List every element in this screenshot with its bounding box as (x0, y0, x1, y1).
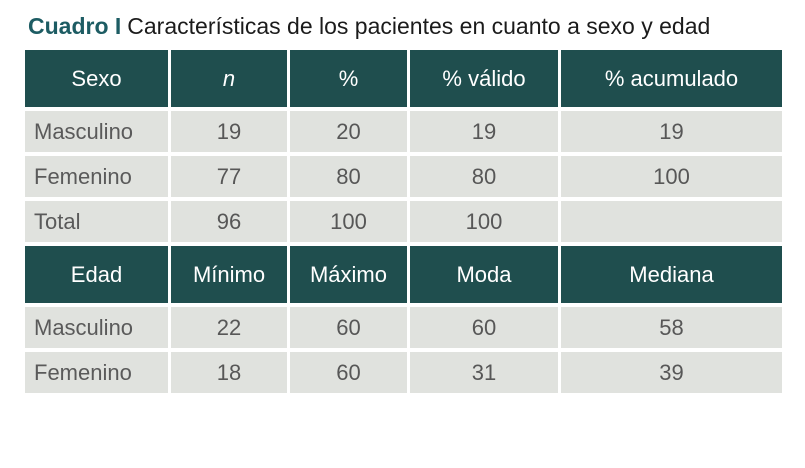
row-label: Masculino (25, 111, 168, 152)
cell-value: 60 (290, 307, 407, 348)
cell-value: 100 (561, 156, 782, 197)
cell-value: 22 (171, 307, 287, 348)
cell-value: 80 (410, 156, 558, 197)
cell-value: 19 (561, 111, 782, 152)
edad-header-row: Edad Mínimo Máximo Moda Mediana (25, 246, 782, 303)
caption-label: Cuadro I (28, 13, 122, 39)
cell-value: 60 (290, 352, 407, 393)
cell-value: 20 (290, 111, 407, 152)
header-pct-valido: % válido (410, 50, 558, 107)
table-row: Masculino 22 60 60 58 (25, 307, 782, 348)
table-caption: Cuadro I Características de los pacientes… (0, 0, 776, 45)
header-n: n (171, 50, 287, 107)
table-row: Femenino 18 60 31 39 (25, 352, 782, 393)
header-edad: Edad (25, 246, 168, 303)
row-label: Masculino (25, 307, 168, 348)
cell-value: 80 (290, 156, 407, 197)
cell-value: 39 (561, 352, 782, 393)
header-moda: Moda (410, 246, 558, 303)
header-pct: % (290, 50, 407, 107)
cell-value-empty (561, 201, 782, 242)
header-sexo: Sexo (25, 50, 168, 107)
row-label: Total (25, 201, 168, 242)
cell-value: 18 (171, 352, 287, 393)
cell-value: 77 (171, 156, 287, 197)
table-row: Femenino 77 80 80 100 (25, 156, 782, 197)
table-row: Masculino 19 20 19 19 (25, 111, 782, 152)
cell-value: 60 (410, 307, 558, 348)
header-pct-acumulado: % acumulado (561, 50, 782, 107)
cell-value: 19 (410, 111, 558, 152)
cell-value: 100 (410, 201, 558, 242)
cell-value: 19 (171, 111, 287, 152)
cell-value: 58 (561, 307, 782, 348)
header-maximo: Máximo (290, 246, 407, 303)
cell-value: 96 (171, 201, 287, 242)
table-row: Total 96 100 100 (25, 201, 782, 242)
header-mediana: Mediana (561, 246, 782, 303)
patient-characteristics-table: Sexo n % % válido % acumulado Masculino … (22, 46, 785, 397)
row-label: Femenino (25, 156, 168, 197)
sexo-header-row: Sexo n % % válido % acumulado (25, 50, 782, 107)
cell-value: 31 (410, 352, 558, 393)
cell-value: 100 (290, 201, 407, 242)
row-label: Femenino (25, 352, 168, 393)
header-minimo: Mínimo (171, 246, 287, 303)
caption-text: Características de los pacientes en cuan… (127, 13, 711, 39)
